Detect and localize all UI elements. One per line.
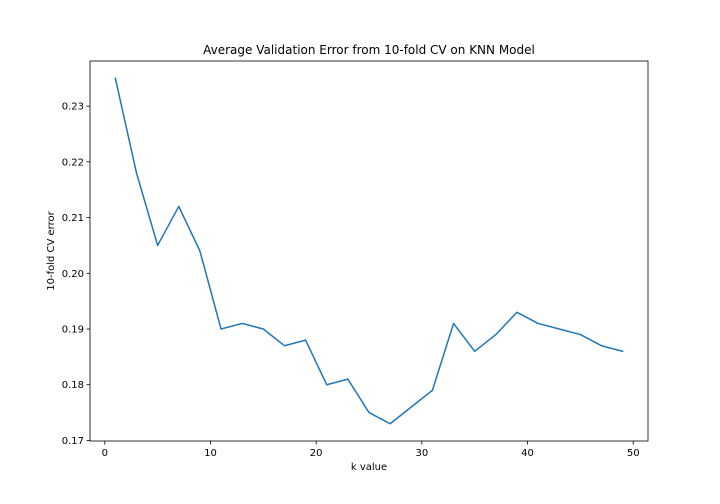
series-line — [114, 77, 624, 425]
y-tick-label: 0.23 — [62, 102, 84, 113]
y-tick-label: 0.18 — [62, 380, 84, 391]
y-axis-label: 10-fold CV error — [46, 210, 57, 290]
x-tick-label: 30 — [415, 448, 428, 459]
x-tick-label: 20 — [310, 448, 323, 459]
chart-title: Average Validation Error from 10-fold CV… — [203, 43, 535, 57]
x-axis-label: k value — [351, 462, 387, 473]
x-tick-label: 50 — [627, 448, 640, 459]
y-tick-label: 0.20 — [62, 269, 84, 280]
x-tick-label: 10 — [204, 448, 217, 459]
axes-frame — [89, 60, 649, 442]
plot-area — [90, 61, 648, 441]
x-tick-label: 40 — [521, 448, 534, 459]
y-tick-label: 0.19 — [62, 325, 84, 336]
x-axis-ticks: 0 10 20 30 40 50 — [102, 441, 640, 459]
x-tick-label: 0 — [102, 448, 108, 459]
y-axis-ticks: 0.17 0.18 0.19 0.20 0.21 0.22 0.23 — [62, 102, 90, 447]
y-tick-label: 0.21 — [62, 213, 84, 224]
y-tick-label: 0.22 — [62, 157, 84, 168]
y-tick-label: 0.17 — [62, 436, 84, 447]
